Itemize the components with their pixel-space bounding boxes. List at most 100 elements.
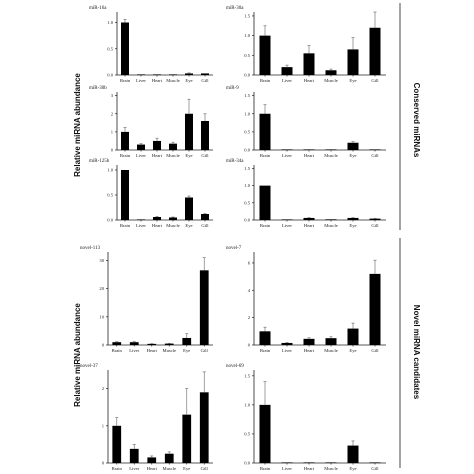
bar-liver	[281, 149, 293, 150]
bar-liver	[137, 74, 145, 75]
y-tick-label: 1	[111, 129, 114, 134]
y-tick-label: 1.0	[244, 111, 250, 116]
y-tick-label: 2	[102, 386, 105, 391]
category-label: Gill	[371, 223, 379, 228]
y-tick-label: 0.0	[244, 73, 250, 78]
y-tick-label: 0.0	[244, 148, 250, 153]
panel-title: miR-125b	[89, 159, 110, 164]
bar-muscle	[164, 343, 174, 345]
bar-liver	[281, 219, 293, 220]
group-label-novel: Novel miRNA candidates	[412, 305, 421, 400]
y-tick-label: 1.5	[244, 93, 250, 98]
y-tick-label: 0	[102, 461, 105, 466]
bar-liver	[137, 144, 145, 150]
category-label: Gill	[201, 223, 209, 228]
category-label: Gill	[201, 348, 209, 353]
panel-title: novel-113	[80, 246, 101, 251]
category-label: Gill	[371, 78, 379, 83]
category-label: Heart	[304, 348, 315, 353]
panel-mir-16a: miR-16a 0.0 0.5 1.0 Brain Liver Heart Muscle Eye…	[89, 6, 213, 83]
y-tick-label: 0.0	[244, 461, 250, 466]
category-label: Brain	[260, 466, 271, 471]
category-label: Heart	[304, 153, 315, 158]
category-label: Heart	[152, 153, 163, 158]
category-label: Liver	[136, 223, 146, 228]
group-ylabel-novel: Relative miRNA abundance	[73, 303, 82, 407]
category-label: Liver	[136, 153, 146, 158]
bar-gill	[369, 149, 381, 150]
bar-brain	[259, 331, 271, 345]
panel-mir-125b: miR-125b 0.0 0.5 1.0 Brain Liver Heart Muscle Ey…	[89, 159, 213, 228]
y-tick-label: 1.0	[244, 402, 250, 407]
bar-heart	[147, 457, 157, 463]
bar-gill	[369, 462, 381, 463]
category-label: Brain	[260, 78, 271, 83]
y-tick-label: 1.0	[107, 168, 113, 173]
category-label: Gill	[201, 466, 209, 471]
category-label: Heart	[147, 348, 158, 353]
bar-brain	[259, 404, 271, 463]
bar-gill	[369, 218, 381, 220]
bar-liver	[281, 342, 293, 345]
bar-gill	[199, 392, 209, 463]
group-label-conserved: Conserved miRNAs	[412, 83, 421, 158]
category-label: Heart	[304, 78, 315, 83]
bar-heart	[303, 462, 315, 463]
category-label: Muscle	[166, 153, 180, 158]
category-label: Gill	[371, 466, 379, 471]
category-label: Liver	[129, 348, 139, 353]
bar-muscle	[325, 462, 337, 463]
y-tick-label: 0.5	[244, 200, 250, 205]
category-label: Liver	[282, 223, 292, 228]
bar-gill	[369, 27, 381, 75]
category-label: Muscle	[166, 78, 180, 83]
bar-gill	[201, 121, 209, 150]
y-tick-label: 6	[248, 261, 251, 266]
category-label: Liver	[136, 78, 146, 83]
bar-gill	[199, 270, 209, 345]
bar-muscle	[325, 338, 337, 345]
bar-liver	[281, 67, 293, 75]
y-tick-label: 1.0	[107, 20, 113, 25]
y-tick-label: 30	[99, 258, 104, 263]
category-label: Eye	[349, 348, 356, 353]
category-label: Eye	[349, 153, 356, 158]
category-label: Brain	[112, 466, 123, 471]
category-label: Liver	[282, 466, 292, 471]
bar-muscle	[325, 70, 337, 75]
category-label: Muscle	[162, 466, 176, 471]
category-label: Heart	[152, 78, 163, 83]
y-tick-label: 0.5	[107, 193, 113, 198]
bar-eye	[185, 113, 193, 150]
bar-heart	[303, 53, 315, 75]
bar-gill	[201, 214, 209, 220]
category-label: Eye	[349, 223, 356, 228]
category-label: Muscle	[324, 223, 338, 228]
panel-novel-113: novel-113 0 10 20 30 Brain Liver Heart Muscle Eye…	[80, 246, 213, 353]
bar-brain	[121, 170, 129, 220]
category-label: Heart	[304, 466, 315, 471]
category-label: Muscle	[324, 78, 338, 83]
bar-heart	[147, 343, 157, 345]
y-tick-label: 1.0	[244, 33, 250, 38]
bar-muscle	[169, 143, 177, 150]
category-label: Muscle	[324, 466, 338, 471]
category-label: Gill	[371, 348, 379, 353]
panel-title: miR-16a	[89, 6, 107, 11]
bar-brain	[259, 113, 271, 150]
category-label: Brain	[120, 153, 131, 158]
bar-eye	[185, 197, 193, 220]
panel-novel-37: novel-37 0 1 2 Brain Liver Heart Muscle Eye Gill	[80, 364, 213, 471]
category-label: Brain	[112, 348, 123, 353]
bar-heart	[153, 140, 161, 150]
category-label: Liver	[282, 348, 292, 353]
y-tick-label: 0.0	[107, 218, 113, 223]
y-tick-label: 3	[111, 93, 114, 98]
y-tick-label: 1.5	[244, 373, 250, 378]
panel-mir-30b: miR-30b 0 1 2 3 Brain Liver Heart Muscle Eye Gill	[89, 86, 213, 158]
category-label: Gill	[371, 153, 379, 158]
bar-eye	[347, 49, 359, 75]
y-tick-label: 0.5	[244, 432, 250, 437]
panel-title: novel-7	[226, 246, 242, 251]
